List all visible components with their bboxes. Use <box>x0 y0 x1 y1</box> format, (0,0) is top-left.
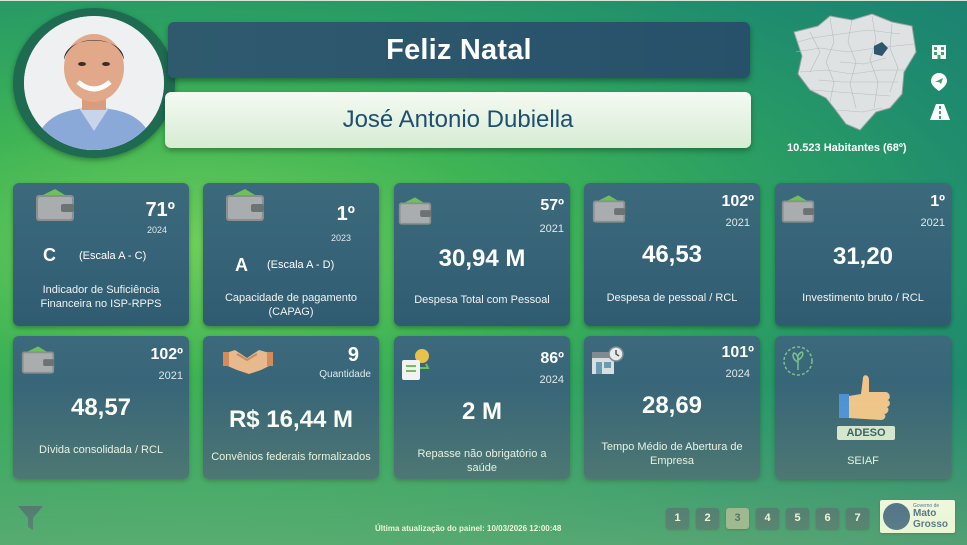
metric-value: 28,69 <box>641 392 703 419</box>
card-repasse-saude[interactable]: 86º 2024 2 M Repasse não obrigatório a s… <box>394 336 570 479</box>
card-label: Capacidade de pagamento (CAPAG) <box>224 292 358 318</box>
card-label: Investimento bruto / RCL <box>802 292 924 304</box>
rank: 102º <box>150 346 183 363</box>
health-payment-icon <box>402 349 430 380</box>
metric-value: R$ 16,44 M <box>228 406 354 433</box>
metric-value: 2 M <box>461 398 502 425</box>
state-map[interactable] <box>790 12 920 134</box>
logo-small-text: Governo de <box>913 503 940 509</box>
year: 2024 <box>725 368 750 380</box>
year: 2023 <box>330 233 351 243</box>
wallet-icon <box>592 195 626 223</box>
logo-text-1: Mato <box>913 508 937 519</box>
card-seiaf[interactable]: ADESO SEIAF <box>775 336 951 479</box>
page-button-5[interactable]: 5 <box>786 508 809 529</box>
card-despesa-rcl[interactable]: 102º 2021 46,53 Despesa de pessoal / RCL <box>584 183 760 326</box>
year: 2021 <box>920 217 945 229</box>
page-button-3[interactable]: 3 <box>726 508 749 529</box>
rank: 102º <box>721 193 754 210</box>
rank: 1º <box>930 193 945 210</box>
airport-icon[interactable] <box>930 72 948 92</box>
year: 2021 <box>539 223 564 235</box>
quantity-label: Quantidade <box>319 369 371 380</box>
road-icon[interactable] <box>930 104 950 120</box>
mayor-name: José Antonio Dubiella <box>342 106 574 133</box>
name-banner: José Antonio Dubiella <box>165 92 751 148</box>
grade-letter: A <box>235 255 248 275</box>
state-seal-icon <box>883 503 910 530</box>
card-investimento[interactable]: 1º 2021 31,20 Investimento bruto / RCL <box>775 183 951 326</box>
year: 2021 <box>158 370 183 382</box>
wallet-icon <box>21 346 55 374</box>
logo-text-2: Grosso <box>913 519 949 530</box>
metric-value: 30,94 M <box>438 245 526 272</box>
card-abertura-empresa[interactable]: 101º 2024 28,69 Tempo Médio de Abertura … <box>584 336 760 479</box>
metric-value: 46,53 <box>641 241 703 268</box>
year: 2021 <box>725 217 750 229</box>
card-label: Despesa Total com Pessoal <box>414 294 550 306</box>
metric-value: 48,57 <box>70 394 132 421</box>
wallet-icon <box>781 195 815 223</box>
card-divida[interactable]: 102º 2021 48,57 Dívida consolidada / RCL <box>13 336 189 479</box>
sustainability-icon <box>783 346 813 376</box>
card-label: SEIAF <box>847 455 879 467</box>
rank: 1º <box>336 203 355 225</box>
last-updated: Última atualização do painel: 10/03/2026… <box>375 524 562 533</box>
page-button-2[interactable]: 2 <box>696 508 719 529</box>
rank: 101º <box>721 344 754 361</box>
rank: 86º <box>540 350 564 367</box>
card-label: Tempo Médio de Abertura de Empresa <box>601 441 743 467</box>
building-icon[interactable] <box>930 42 948 60</box>
grade-letter: C <box>43 245 56 265</box>
title-banner: Feliz Natal <box>168 22 750 78</box>
wallet-icon <box>398 197 432 225</box>
page-title: Feliz Natal <box>386 33 532 66</box>
card-label: Despesa de pessoal / RCL <box>606 292 738 304</box>
government-logo: Governo de Mato Grosso <box>880 500 955 533</box>
thumbs-up-icon <box>839 375 890 420</box>
grade-scale: (Escala A - D) <box>267 259 335 271</box>
top-border <box>0 0 967 1</box>
page-button-1[interactable]: 1 <box>666 508 689 529</box>
status-badge: ADESO <box>837 426 895 440</box>
wallet-icon <box>36 189 74 221</box>
avatar <box>24 16 164 150</box>
card-label: Indicador de Suficiência Financeira no I… <box>40 284 162 310</box>
count: 9 <box>347 344 359 366</box>
grade-scale: (Escala A - C) <box>79 250 147 262</box>
card-isp-rpps[interactable]: 71º 2024 C (Escala A - C) Indicador de S… <box>13 183 189 326</box>
population-text: 10.523 Habitantes (68º) <box>787 142 907 154</box>
card-convenios[interactable]: 9 Quantidade R$ 16,44 M Convênios federa… <box>203 336 379 479</box>
wallet-icon <box>226 189 264 221</box>
page-button-7[interactable]: 7 <box>846 508 869 529</box>
store-clock-icon <box>592 346 624 374</box>
handshake-icon <box>223 350 273 374</box>
metric-value: 31,20 <box>832 243 894 270</box>
card-label: Dívida consolidada / RCL <box>38 444 164 456</box>
year: 2024 <box>146 225 167 235</box>
year: 2024 <box>539 374 564 386</box>
page-button-4[interactable]: 4 <box>756 508 779 529</box>
mayor-photo <box>24 16 164 150</box>
rank: 57º <box>540 197 564 214</box>
card-capag[interactable]: 1º 2023 A (Escala A - D) Capacidade de p… <box>203 183 379 326</box>
page-button-6[interactable]: 6 <box>816 508 839 529</box>
card-label: Convênios federais formalizados <box>211 451 371 463</box>
rank: 71º <box>145 199 175 221</box>
card-label: Repasse não obrigatório a saúde <box>417 448 547 474</box>
filter-icon[interactable] <box>17 505 44 531</box>
card-despesa-pessoal[interactable]: 57º 2021 30,94 M Despesa Total com Pesso… <box>394 183 570 326</box>
